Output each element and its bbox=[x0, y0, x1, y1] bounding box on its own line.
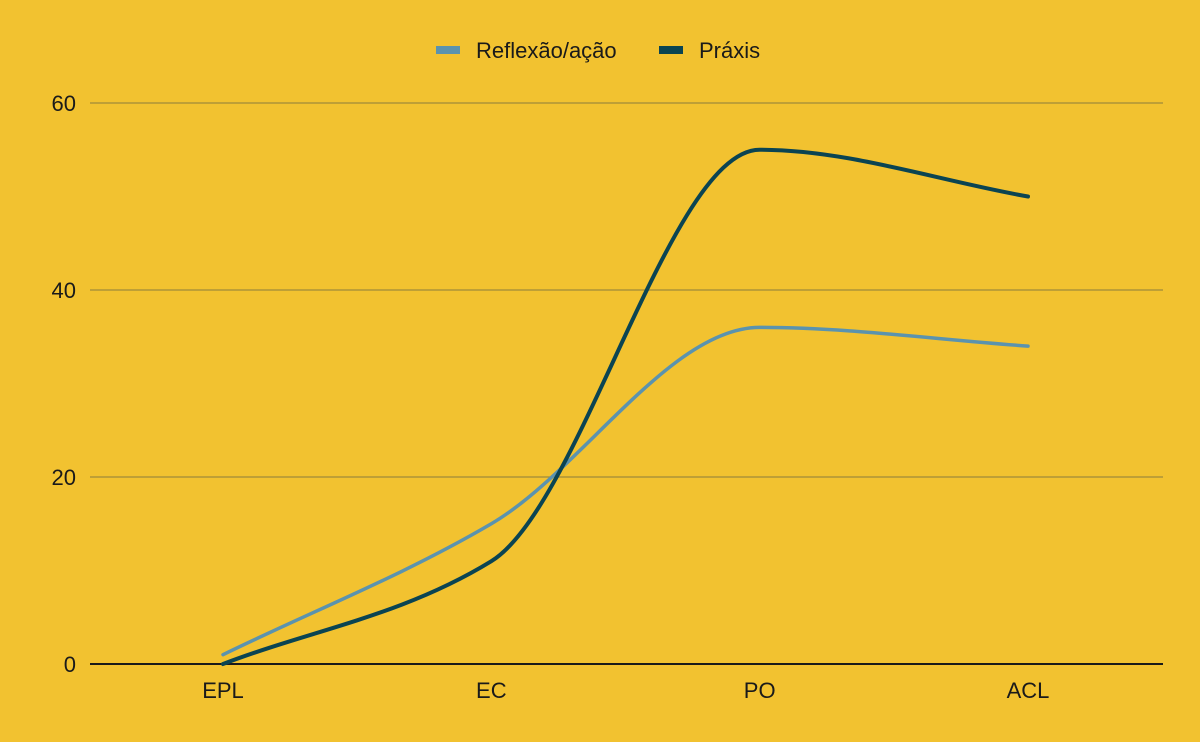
y-axis-ticks: 0 20 40 60 bbox=[52, 91, 76, 677]
gridlines bbox=[90, 102, 1163, 665]
y-tick-label-40: 40 bbox=[52, 278, 76, 303]
legend-swatch-1 bbox=[436, 46, 460, 54]
x-axis-ticks: EPL EC PO ACL bbox=[202, 678, 1049, 703]
x-tick-label-ec: EC bbox=[476, 678, 507, 703]
y-tick-label-0: 0 bbox=[64, 652, 76, 677]
series-line-1 bbox=[221, 325, 1030, 657]
y-tick-label-60: 60 bbox=[52, 91, 76, 116]
series-lines bbox=[221, 147, 1030, 666]
legend-swatch-2 bbox=[659, 46, 683, 54]
series-line-2 bbox=[221, 147, 1030, 666]
legend-label-1: Reflexão/ação bbox=[476, 38, 617, 63]
y-tick-label-20: 20 bbox=[52, 465, 76, 490]
x-tick-label-epl: EPL bbox=[202, 678, 244, 703]
x-tick-label-po: PO bbox=[744, 678, 776, 703]
legend: Reflexão/ação Práxis bbox=[436, 38, 760, 63]
x-tick-label-acl: ACL bbox=[1007, 678, 1050, 703]
legend-label-2: Práxis bbox=[699, 38, 760, 63]
